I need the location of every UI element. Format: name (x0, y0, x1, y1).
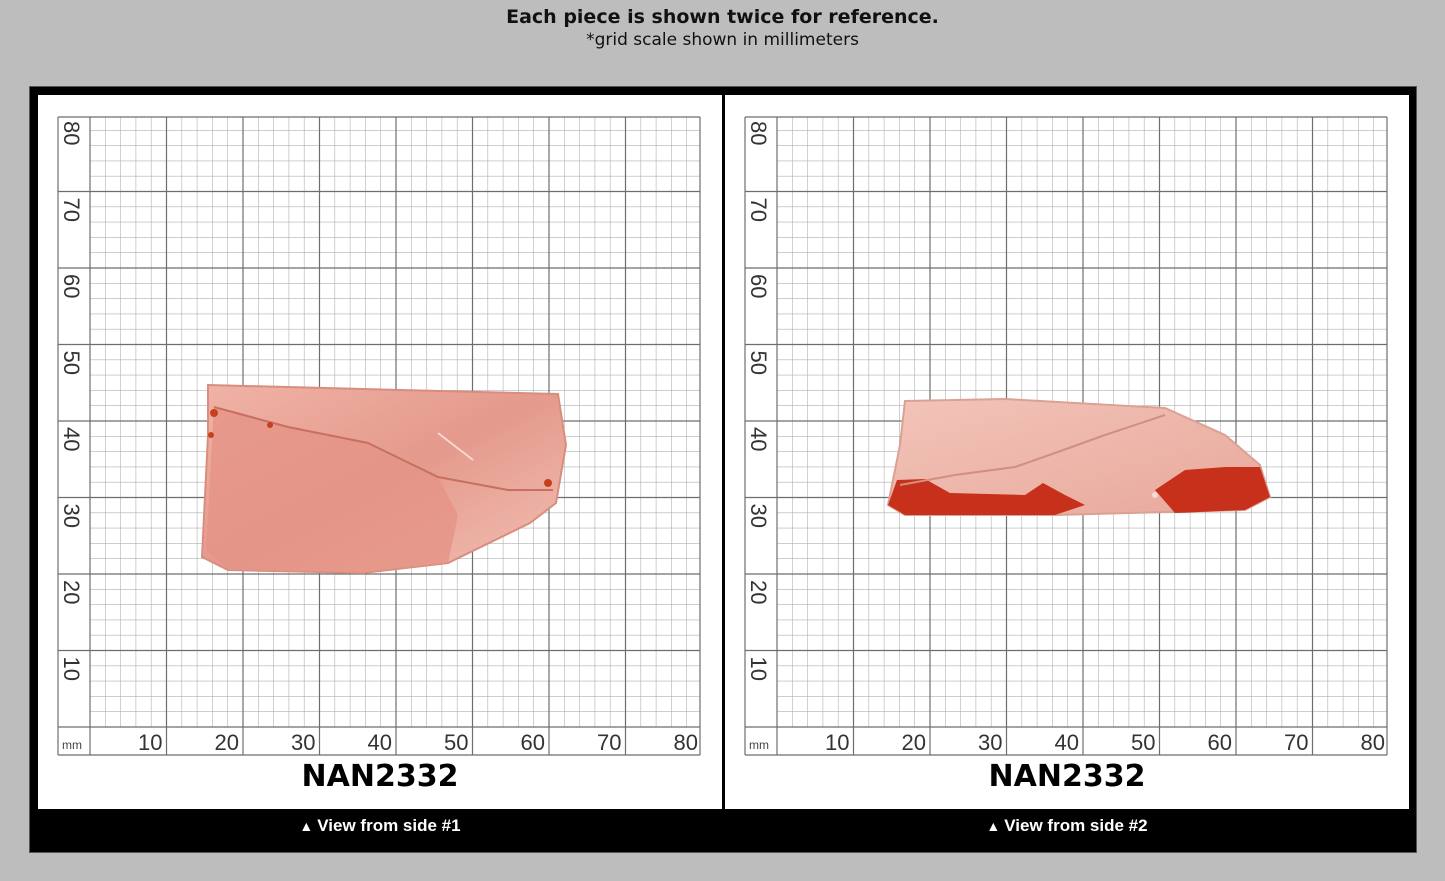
y-tick-label: 10 (59, 657, 84, 681)
x-tick-label: 80 (674, 730, 698, 755)
y-tick-label: 60 (59, 274, 84, 298)
caption-text: View from side #2 (1004, 816, 1148, 835)
y-tick-label: 70 (59, 198, 84, 222)
x-tick-label: 50 (444, 730, 468, 755)
y-axis-labels: 80 70 60 50 40 30 20 10 (746, 121, 771, 681)
y-tick-label: 40 (59, 427, 84, 451)
grid-paper: 80 70 60 50 40 30 20 10 mm 10 20 30 40 50 60 70 80 (57, 116, 701, 756)
y-tick-label: 10 (746, 657, 771, 681)
page-title: Each piece is shown twice for reference. (506, 6, 939, 28)
x-tick-label: 60 (1208, 730, 1232, 755)
x-tick-label: 40 (368, 730, 392, 755)
x-tick-label: 20 (215, 730, 239, 755)
header: Each piece is shown twice for reference.… (0, 4, 1445, 50)
x-tick-label: 10 (825, 730, 849, 755)
x-tick-label: 10 (138, 730, 162, 755)
crystal-photo (200, 383, 568, 575)
x-tick-label: 30 (291, 730, 315, 755)
photo-panel-side-1: 80 70 60 50 40 30 20 10 mm 10 20 30 40 50 60 70 80 NAN2… (38, 95, 722, 809)
y-tick-label: 40 (746, 427, 771, 451)
x-tick-label: 60 (521, 730, 545, 755)
y-tick-label: 30 (59, 504, 84, 528)
crystal-photo (886, 397, 1272, 516)
y-tick-label: 80 (59, 121, 84, 145)
up-arrow-icon: ▲ (299, 818, 314, 834)
x-tick-label: 80 (1361, 730, 1385, 755)
y-axis-labels: 80 70 60 50 40 30 20 10 (59, 121, 84, 681)
y-tick-label: 50 (59, 351, 84, 375)
grid-paper: 80 70 60 50 40 30 20 10 mm 10 20 30 40 50 60 70 80 (744, 116, 1388, 756)
y-tick-label: 70 (746, 198, 771, 222)
x-axis-labels: mm 10 20 30 40 50 60 70 80 (62, 730, 698, 755)
y-tick-label: 20 (746, 580, 771, 604)
x-tick-label: 40 (1055, 730, 1079, 755)
x-tick-label: 70 (597, 730, 621, 755)
x-tick-label: 20 (902, 730, 926, 755)
caption-text: View from side #1 (317, 816, 461, 835)
caption-side-2: ▲ View from side #2 (725, 815, 1409, 837)
unit-label: mm (749, 738, 769, 752)
y-tick-label: 50 (746, 351, 771, 375)
specimen-label: NAN2332 (988, 759, 1146, 794)
x-tick-label: 50 (1131, 730, 1155, 755)
x-tick-label: 70 (1284, 730, 1308, 755)
x-tick-label: 30 (978, 730, 1002, 755)
x-axis-labels: mm 10 20 30 40 50 60 70 80 (749, 730, 1385, 755)
photo-panel-side-2: 80 70 60 50 40 30 20 10 mm 10 20 30 40 50 60 70 80 NAN2… (725, 95, 1409, 809)
unit-label: mm (62, 738, 82, 752)
y-tick-label: 20 (59, 580, 84, 604)
photo-frame: 80 70 60 50 40 30 20 10 mm 10 20 30 40 50 60 70 80 NAN2… (29, 86, 1417, 853)
page-subtitle: *grid scale shown in millimeters (586, 30, 859, 50)
y-tick-label: 60 (746, 274, 771, 298)
caption-side-1: ▲ View from side #1 (38, 815, 722, 837)
y-tick-label: 80 (746, 121, 771, 145)
y-tick-label: 30 (746, 504, 771, 528)
specimen-label: NAN2332 (301, 759, 459, 794)
up-arrow-icon: ▲ (986, 818, 1001, 834)
